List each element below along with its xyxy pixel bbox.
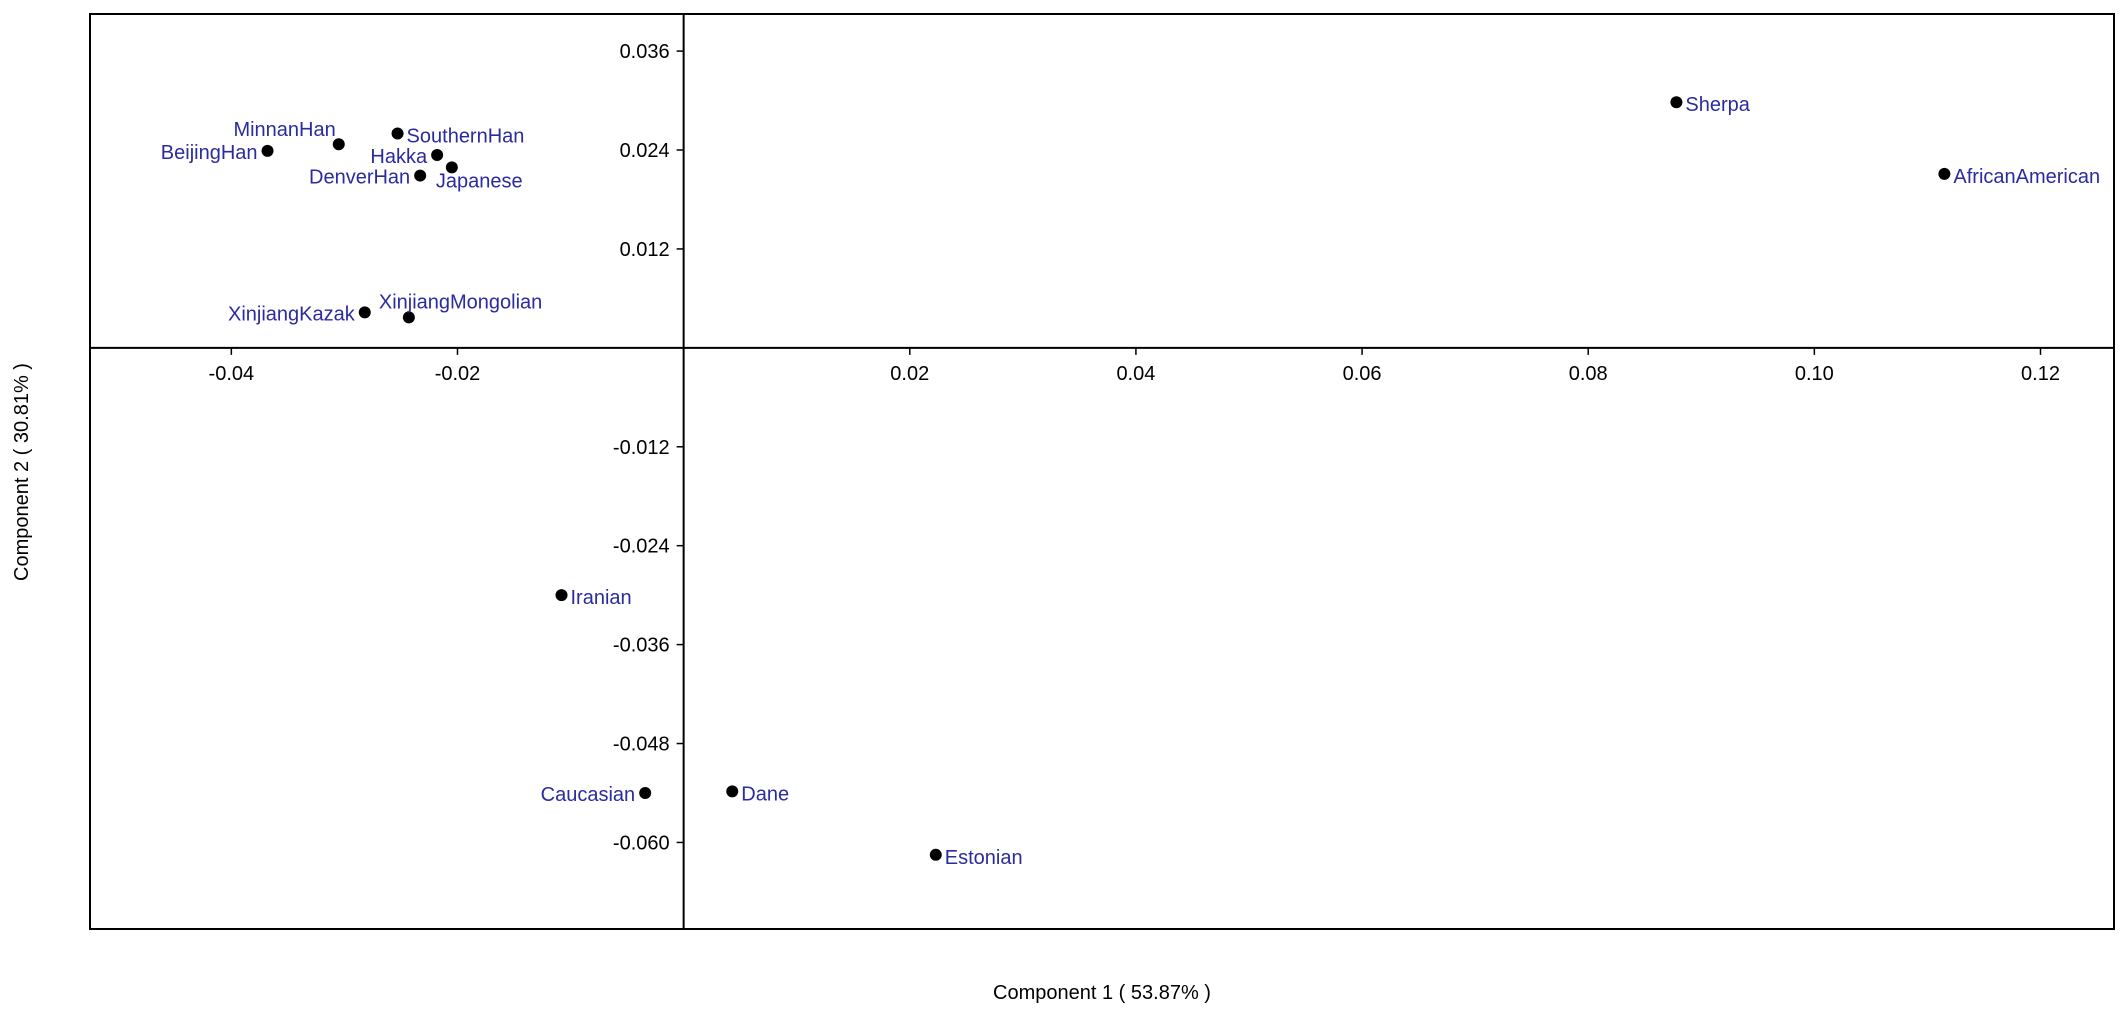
point-label: Iranian — [571, 587, 632, 609]
data-point — [358, 306, 371, 319]
data-point — [261, 144, 274, 157]
data-point — [445, 161, 458, 174]
data-point — [639, 786, 652, 799]
data-point — [391, 127, 404, 140]
point-label: XinjiangKazak — [228, 303, 356, 325]
y-tick-label: 0.012 — [620, 239, 670, 261]
data-point — [414, 169, 427, 182]
y-tick-label: 0.024 — [620, 140, 670, 162]
y-tick-label: -0.036 — [613, 635, 670, 657]
x-tick-label: 0.08 — [1569, 363, 1608, 385]
x-axis-title: Component 1 ( 53.87% ) — [993, 982, 1211, 1004]
data-point — [1670, 96, 1683, 109]
x-tick-label: 0.04 — [1116, 363, 1155, 385]
plot-frame — [89, 13, 2115, 930]
y-tick-label: -0.060 — [613, 832, 670, 854]
data-point — [1938, 167, 1951, 180]
x-tick-label: 0.10 — [1795, 363, 1834, 385]
y-tick-label: -0.012 — [613, 437, 670, 459]
x-axis-ticks: -0.04 -0.02 0.02 0.04 0.06 0.08 0.10 0.12 — [209, 347, 2060, 385]
data-point — [431, 148, 444, 161]
data-point — [555, 589, 568, 602]
point-label: Sherpa — [1685, 94, 1750, 116]
point-label: XinjiangMongolian — [379, 291, 542, 313]
x-tick-label: 0.06 — [1343, 363, 1382, 385]
x-tick-label: 0.02 — [890, 363, 929, 385]
y-tick-label: 0.036 — [620, 41, 670, 63]
x-tick-label: 0.12 — [2021, 363, 2060, 385]
point-label: Caucasian — [541, 784, 636, 806]
data-point — [332, 138, 345, 151]
data-point — [929, 848, 942, 861]
y-axis-ticks: 0.036 0.024 0.012 -0.012 -0.024 -0.036 -0.048 -… — [613, 41, 684, 854]
x-tick-label: -0.04 — [209, 363, 255, 385]
point-label: Hakka — [370, 146, 428, 168]
point-label: SouthernHan — [407, 126, 525, 148]
y-axis-title: Component 2 ( 30.81% ) — [11, 363, 33, 581]
data-point — [402, 311, 415, 324]
point-label: DenverHan — [309, 167, 410, 189]
axes-layer — [90, 14, 2114, 929]
point-label: Dane — [741, 783, 789, 805]
point-label: AfricanAmerican — [1953, 166, 2100, 188]
y-tick-label: -0.048 — [613, 734, 670, 756]
point-label: Japanese — [436, 170, 523, 192]
x-tick-label: -0.02 — [435, 363, 481, 385]
data-point — [726, 785, 739, 798]
point-label: Estonian — [945, 847, 1023, 869]
point-label: MinnanHan — [233, 119, 335, 141]
point-label: BeijingHan — [161, 142, 258, 164]
y-tick-label: -0.024 — [613, 536, 670, 558]
